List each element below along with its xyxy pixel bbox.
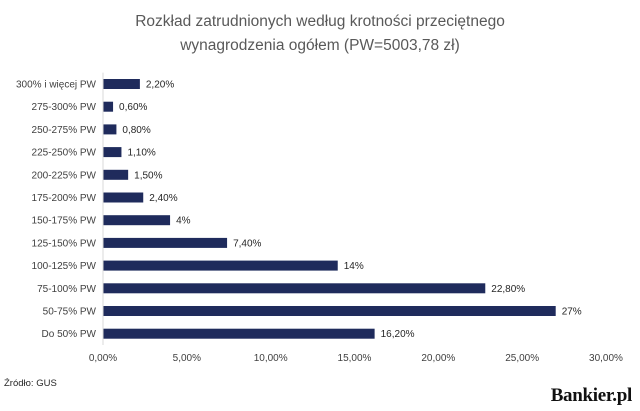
bars-group — [103, 79, 556, 339]
category-label-2: 250-275% PW — [32, 125, 97, 136]
data-label-3: 1,10% — [127, 148, 155, 159]
x-tick-label-5: 25,00% — [505, 353, 539, 364]
chart-title-line-1: Rozkład zatrudnionych według krotności p… — [135, 13, 505, 30]
category-label-9: 75-100% PW — [37, 284, 96, 295]
category-label-6: 150-175% PW — [32, 216, 97, 227]
data-labels: 2,20% 0,60% 0,80% 1,10% 1,50% 2,40% 4% 7,40% 14%… — [119, 80, 582, 341]
category-label-3: 225-250% PW — [32, 148, 97, 159]
bar-6 — [103, 215, 171, 226]
bar-2 — [103, 124, 117, 135]
x-tick-label-0: 0,00% — [89, 353, 117, 364]
x-tick-label-3: 15,00% — [338, 353, 372, 364]
bar-5 — [103, 192, 144, 203]
bar-10 — [103, 306, 556, 316]
category-label-7: 125-150% PW — [32, 238, 97, 249]
data-label-9: 22,80% — [491, 284, 525, 295]
data-label-4: 1,50% — [134, 170, 162, 181]
source-note: Źródło: GUS — [4, 378, 57, 389]
bar-3 — [103, 147, 122, 158]
x-tick-label-4: 20,00% — [421, 353, 455, 364]
category-label-0: 300% i więcej PW — [16, 80, 97, 91]
category-label-1: 275-300% PW — [32, 102, 97, 113]
chart-title-line-2: wynagrodzenia ogółem (PW=5003,78 zł) — [179, 37, 460, 54]
x-tick-label-6: 30,00% — [589, 353, 623, 364]
bar-9 — [103, 283, 486, 294]
category-label-4: 200-225% PW — [32, 170, 97, 181]
data-label-5: 2,40% — [149, 193, 177, 204]
data-label-8: 14% — [344, 261, 364, 272]
data-label-1: 0,60% — [119, 102, 147, 113]
data-label-11: 16,20% — [381, 329, 415, 340]
category-label-10: 50-75% PW — [43, 307, 97, 318]
x-axis-ticks: 0,00% 5,00% 10,00% 15,00% 20,00% 25,00% 30,00% — [89, 353, 623, 364]
bar-4 — [103, 169, 129, 180]
data-label-2: 0,80% — [122, 125, 150, 136]
category-label-8: 100-125% PW — [32, 261, 97, 272]
data-label-7: 7,40% — [233, 238, 261, 249]
data-label-0: 2,20% — [146, 80, 174, 91]
category-label-5: 175-200% PW — [32, 193, 97, 204]
x-tick-label-1: 5,00% — [173, 353, 201, 364]
bar-0 — [103, 79, 140, 89]
data-label-6: 4% — [176, 216, 191, 227]
bar-7 — [103, 237, 228, 248]
category-labels: 300% i więcej PW 275-300% PW 250-275% PW 22… — [16, 80, 97, 341]
bar-11 — [103, 328, 375, 339]
category-label-11: Do 50% PW — [42, 329, 97, 340]
bar-8 — [103, 260, 338, 271]
bar-1 — [103, 101, 114, 112]
brand-logo: Bankier.pl — [550, 385, 633, 406]
data-label-10: 27% — [562, 307, 582, 318]
x-tick-label-2: 10,00% — [254, 353, 288, 364]
